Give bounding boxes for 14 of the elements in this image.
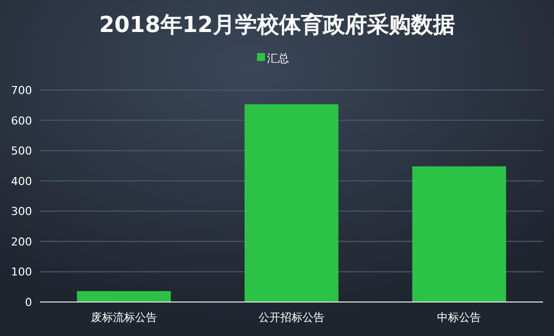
x-tick-label: 公开招标公告 bbox=[258, 311, 324, 324]
y-tick-label: 300 bbox=[11, 205, 32, 218]
y-tick-label: 400 bbox=[11, 174, 32, 188]
x-tick-label: 废标流标公告 bbox=[90, 311, 157, 324]
y-tick-label: 500 bbox=[11, 144, 32, 158]
chart-title: 2018年12月学校体育政府采购数据 bbox=[99, 12, 455, 38]
y-tick-label: 0 bbox=[25, 296, 32, 309]
legend-label: 汇总 bbox=[267, 52, 289, 65]
y-tick-label: 100 bbox=[11, 266, 32, 279]
x-tick-label: 中标公告 bbox=[437, 311, 482, 324]
y-tick-label: 700 bbox=[11, 84, 32, 97]
y-tick-label: 600 bbox=[11, 114, 32, 128]
legend: 汇总 bbox=[257, 52, 289, 65]
y-tick-label: 200 bbox=[11, 235, 32, 248]
